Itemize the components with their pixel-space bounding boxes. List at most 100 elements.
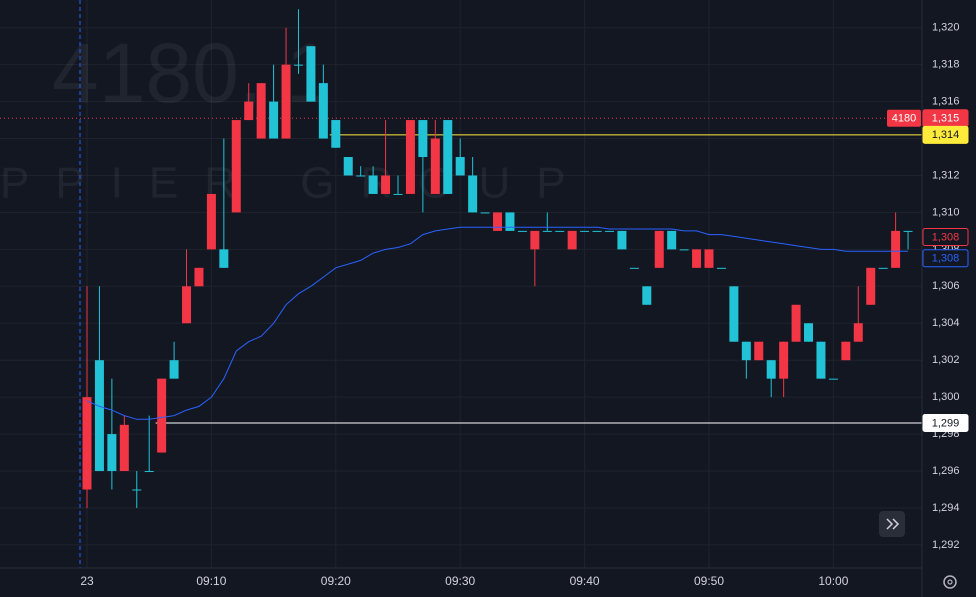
candle-body [729,286,739,342]
candle-body [704,249,714,268]
settings-icon[interactable] [943,575,957,589]
candle-body [592,230,602,232]
candle-body [206,193,216,250]
candle-body [343,157,353,176]
x-tick-label: 09:20 [321,574,351,588]
candle-body [903,230,913,232]
y-tick-label: 1,312 [932,169,960,181]
scroll-button[interactable] [879,511,905,537]
y-tick-label: 1,296 [932,465,960,477]
price-label: 1,315 [932,113,960,125]
y-tick-label: 1,302 [932,354,960,366]
x-tick-label: 09:40 [570,574,600,588]
candle-body [107,434,117,472]
candle-body [219,249,229,268]
x-tick-label: 10:00 [818,574,848,588]
y-tick-label: 1,318 [932,59,960,71]
candle-body [716,267,726,269]
candle-body [741,341,751,361]
watermark-company: PPIER GROUP [0,159,592,208]
candle-body [692,249,702,268]
y-tick-label: 1,310 [932,206,960,218]
candle-body [629,267,639,269]
candle-body [455,157,465,176]
candle-body [94,360,104,472]
price-label-box [922,125,969,144]
price-label-box [922,227,969,246]
candle-body [480,212,490,214]
candle-body [567,230,577,250]
candle-body [866,267,876,305]
y-tick-label: 1,316 [932,95,960,107]
x-tick-label: 23 [80,574,94,588]
candle-body [318,83,328,139]
candle-body [667,230,677,250]
candle-body [381,175,391,194]
candle-body [891,230,901,268]
candle-body [169,360,179,379]
candle-body [468,175,478,213]
candle-body [530,230,540,250]
candle-body [119,424,129,472]
candle-body [617,230,627,250]
candle-body [281,64,291,139]
candle-body [194,267,204,287]
candle-body [405,120,415,194]
candle-body [853,323,863,342]
candle-body [443,120,453,194]
candle-body [493,212,503,231]
axes: 1,2921,2941,2961,2981,3001,3021,3041,306… [80,22,969,588]
candle-body [331,120,341,148]
x-tick-label: 09:50 [694,574,724,588]
candle-body [256,83,266,139]
candle-body [804,323,814,342]
y-tick-label: 1,292 [932,539,960,551]
candle-body [306,46,316,102]
price-label: 1,314 [932,129,960,141]
candle-body [878,267,888,269]
candle-body [430,138,440,194]
candle-body [816,341,826,379]
candle-body [368,175,378,194]
price-label: 1,308 [932,253,960,265]
candle-body [791,304,801,342]
candle-body [679,249,689,251]
y-tick-label: 1,300 [932,391,960,403]
candle-body [779,341,789,379]
x-tick-label: 09:10 [196,574,226,588]
candle-body [828,378,838,380]
scroll-icon [886,518,900,530]
candle-body [82,397,92,490]
price-label-box [922,249,969,268]
candle-body [754,341,764,361]
candle-body [393,193,403,195]
candle-body [293,64,303,66]
y-tick-label: 1,294 [932,502,960,514]
candle-body [418,120,428,158]
candle-body [841,341,851,361]
settings-button[interactable] [943,575,957,589]
candle-body [505,212,515,231]
candle-body [517,230,527,232]
candle-body [157,378,167,453]
symbol-tag-box [887,109,921,127]
settings-icon-center [947,579,953,585]
candle-body [542,230,552,232]
candle-body [132,489,142,491]
y-tick-label: 1,304 [932,317,960,329]
candle-body [269,101,279,139]
y-tick-label: 1,306 [932,280,960,292]
price-label-box [922,413,969,432]
candle-body [766,360,776,379]
candle-body [231,120,241,213]
candle-body [356,175,366,177]
price-label: 1,308 [932,231,960,243]
price-label: 1,299 [932,417,960,429]
candle-body [642,286,652,305]
symbol-tag: 4180 [892,113,916,125]
candle-body [182,286,192,324]
candle-body [580,230,590,232]
plot [0,9,922,508]
